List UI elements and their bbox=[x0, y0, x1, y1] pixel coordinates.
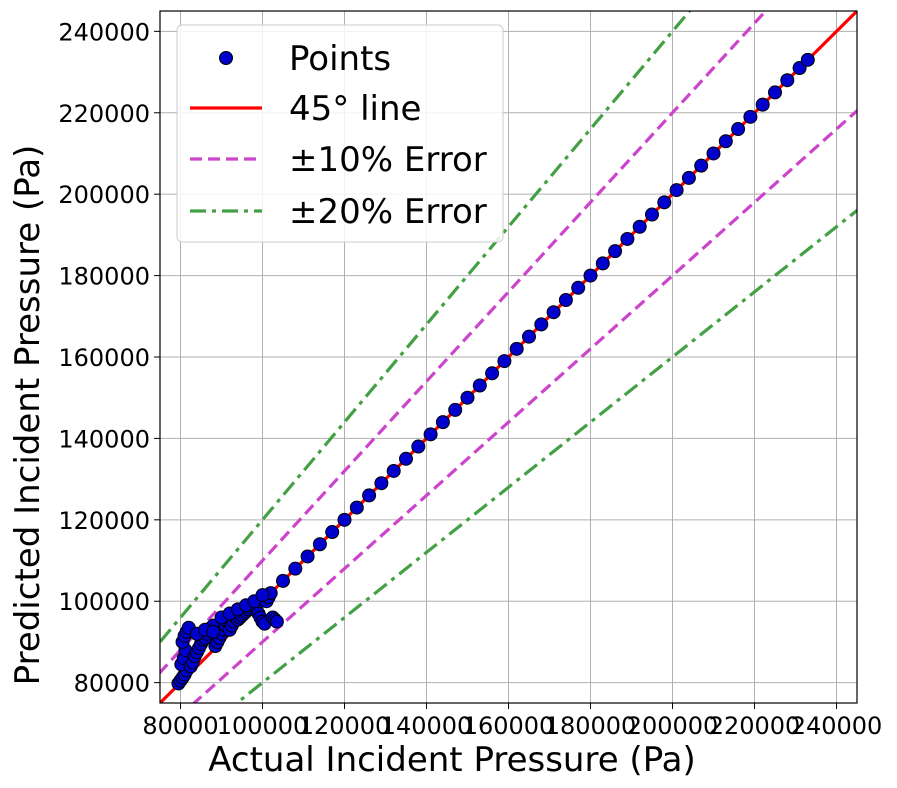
legend-label: Points bbox=[289, 39, 391, 79]
data-point bbox=[780, 73, 795, 88]
y-tick-label: 120000 bbox=[58, 507, 150, 535]
data-point bbox=[411, 439, 426, 454]
data-point bbox=[497, 354, 512, 369]
y-tick-label: 180000 bbox=[58, 263, 150, 291]
data-point bbox=[669, 183, 684, 198]
legend-label: ±20% Error bbox=[289, 192, 487, 232]
data-point bbox=[312, 537, 327, 552]
legend-marker-points bbox=[219, 51, 233, 65]
y-tick-label: 200000 bbox=[58, 181, 150, 209]
x-tick-label: 160000 bbox=[463, 712, 555, 740]
y-ticks: 80000 100000 120000 140000 160000 180000 20000… bbox=[58, 18, 160, 698]
x-tick-label: 180000 bbox=[545, 712, 637, 740]
data-point bbox=[374, 476, 389, 491]
legend-label: ±10% Error bbox=[289, 140, 487, 180]
data-point bbox=[206, 624, 221, 639]
data-point bbox=[435, 415, 450, 430]
data-point bbox=[706, 146, 721, 161]
data-point bbox=[583, 268, 598, 283]
data-point bbox=[509, 341, 524, 356]
data-point bbox=[620, 231, 635, 246]
data-point bbox=[657, 195, 672, 210]
data-point bbox=[349, 500, 364, 515]
x-tick-label: 100000 bbox=[217, 712, 309, 740]
line-plus-10pct bbox=[160, 11, 768, 675]
data-point bbox=[558, 293, 573, 308]
data-point bbox=[276, 573, 290, 588]
data-point bbox=[731, 122, 746, 137]
line-minus-20pct bbox=[234, 208, 857, 703]
data-point bbox=[534, 317, 549, 332]
line-minus-10pct bbox=[191, 108, 857, 703]
y-tick-label: 160000 bbox=[58, 344, 150, 372]
data-point bbox=[362, 488, 377, 503]
data-point bbox=[743, 109, 758, 124]
data-point bbox=[632, 219, 647, 234]
data-point bbox=[608, 244, 623, 259]
data-point bbox=[337, 512, 352, 527]
data-point bbox=[485, 366, 500, 381]
x-tick-label: 220000 bbox=[709, 712, 801, 740]
y-tick-label: 220000 bbox=[58, 100, 150, 128]
legend-label: 45° line bbox=[289, 89, 421, 129]
data-point bbox=[522, 329, 536, 344]
x-tick-label: 120000 bbox=[299, 712, 391, 740]
y-tick-label: 140000 bbox=[58, 425, 150, 453]
data-point bbox=[546, 305, 561, 320]
data-point bbox=[448, 402, 463, 417]
data-point bbox=[325, 525, 340, 540]
x-tick-label: 240000 bbox=[791, 712, 883, 740]
data-point bbox=[694, 158, 709, 173]
data-point bbox=[300, 549, 315, 564]
data-point bbox=[423, 427, 438, 442]
data-point bbox=[288, 561, 303, 576]
y-tick-label: 240000 bbox=[58, 18, 150, 46]
data-point bbox=[399, 451, 413, 466]
x-tick-label: 200000 bbox=[627, 712, 719, 740]
y-tick-label: 100000 bbox=[58, 588, 150, 616]
y-tick-label: 80000 bbox=[74, 670, 150, 698]
data-point bbox=[800, 52, 815, 67]
scatter-points bbox=[171, 52, 815, 691]
x-axis-label: Actual Incident Pressure (Pa) bbox=[208, 740, 696, 780]
data-point bbox=[255, 588, 270, 603]
x-tick-label: 80000 bbox=[142, 712, 218, 740]
data-point bbox=[571, 280, 586, 295]
data-point bbox=[472, 378, 487, 393]
data-point bbox=[595, 256, 610, 271]
x-ticks: 8000010000012000014000016000018000020000… bbox=[142, 703, 882, 740]
x-tick-label: 140000 bbox=[381, 712, 473, 740]
data-point bbox=[768, 85, 782, 100]
legend-box bbox=[176, 24, 504, 243]
data-point bbox=[460, 390, 475, 405]
data-point bbox=[681, 170, 696, 185]
data-point bbox=[386, 463, 401, 478]
y-axis-label: Predicted Incident Pressure (Pa) bbox=[8, 145, 48, 686]
data-point bbox=[645, 207, 659, 222]
data-point bbox=[718, 134, 733, 149]
data-point bbox=[269, 614, 284, 629]
legend: Points 45° line ±10% Error ±20% Error bbox=[176, 24, 504, 243]
data-point bbox=[755, 97, 770, 112]
